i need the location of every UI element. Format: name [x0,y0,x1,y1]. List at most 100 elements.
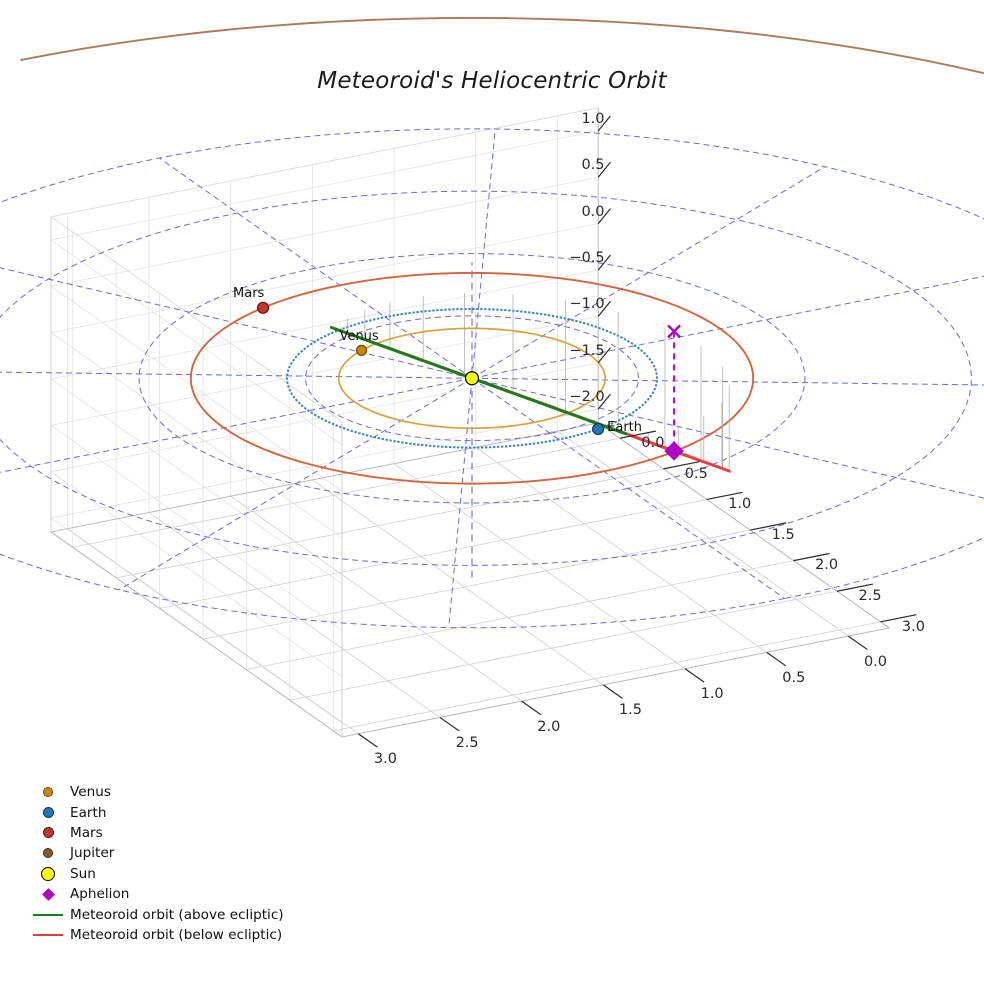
grid-line-bottom [202,529,751,640]
grid-line-bottom [72,437,621,548]
grid-line-left-pane [50,425,343,631]
legend-item-sun[interactable]: Sun [26,864,306,884]
polar-grid-spoke [159,157,473,379]
y-tick-mark [357,733,378,748]
legend-item-mars[interactable]: Mars [26,823,306,843]
earth-marker [592,422,605,436]
legend-item-earth[interactable]: Earth [26,802,306,822]
y-tick-label: 1.5 [618,702,642,719]
z-tick-label: −1.0 [569,296,605,313]
legend-marker-key [26,887,70,901]
legend-circle-marker-icon [41,866,55,881]
legend-label: Jupiter [70,845,115,862]
legend-marker-key [26,848,70,859]
x-tick-mark [663,461,700,470]
x-tick-label: 2.0 [815,557,839,574]
grid-line-bottom [159,499,707,609]
legend-label: Venus [70,784,111,801]
polar-grid-spoke [118,377,473,591]
grid-line-bottom [67,528,359,735]
legend-label: Meteoroid orbit (below ecliptic) [70,926,283,943]
legend-line-key [26,933,70,936]
z-tick-label: −0.5 [569,249,605,266]
x-tick-mark [793,552,830,562]
polar-grid-circle [0,128,984,629]
venus-label: Venus [339,329,379,345]
y-tick-label: 2.5 [455,734,479,751]
polar-grid-spoke [471,377,785,599]
x-tick-mark [880,614,917,623]
x-tick-label: 0.0 [641,435,665,452]
legend-line-swatch [33,933,63,936]
grid-line-bottom [393,463,686,669]
grid-line-right-pane [50,315,599,426]
legend-item-meteoroid-orbit-below-ecliptic[interactable]: Meteoroid orbit (below ecliptic) [26,925,306,945]
y-tick-mark [439,716,460,732]
x-tick-mark [750,522,787,531]
grid-line-bottom [333,621,881,732]
grid-line-left-pane [50,239,343,446]
venus-orbit [337,327,607,430]
page-title: Meteoroid's Heliocentric Orbit [317,68,667,94]
y-tick-label: 3.0 [373,751,397,768]
y-tick-mark [684,668,705,683]
grid-line-bottom [289,590,838,701]
legend: Venus Earth Mars Jupiter Sun Aphelion Meteoroi… [26,782,306,945]
legend-marker-key [26,866,70,881]
x-tick-mark [706,491,743,501]
grid-line-bottom [230,495,522,702]
polar-grid-spoke [448,378,473,628]
legend-line-swatch [33,913,63,916]
y-tick-label: 0.0 [863,653,887,670]
z-tick-mark [597,347,611,364]
grid-line-right-pane [50,176,599,287]
aphelion-projection-x-icon [667,324,681,339]
x-tick-mark [836,583,874,592]
z-tick-mark [597,208,611,225]
grid-line-left-pane [50,332,343,538]
grid-line-left-pane [50,517,343,724]
legend-circle-marker-icon [43,787,53,798]
polar-grid-spoke [471,377,984,499]
x-tick-label: 1.0 [728,496,752,513]
polar-grid-spoke [0,267,473,379]
polar-grid-spoke [471,166,826,379]
grid-line-left-pane [50,285,343,492]
y-tick-mark [766,651,787,667]
legend-item-aphelion[interactable]: Aphelion [26,884,306,904]
grid-line-left-pane [50,378,343,585]
z-tick-label: 0.5 [581,157,605,174]
legend-label: Sun [70,865,96,882]
legend-marker-key [26,787,70,798]
legend-line-key [26,913,70,916]
polar-grid-spoke [471,377,984,386]
z-tick-mark [597,254,611,271]
axis-box-top [49,107,599,423]
grid-line-bottom [116,468,664,579]
polar-grid-spoke [471,128,496,379]
polar-grid-spoke [0,377,473,473]
legend-circle-marker-icon [43,848,53,859]
y-tick-label: 2.0 [537,718,561,735]
legend-label: Mars [70,824,103,841]
legend-diamond-marker-icon [41,887,55,901]
legend-item-meteoroid-orbit-above-ecliptic[interactable]: Meteoroid orbit (above ecliptic) [26,904,306,924]
y-tick-label: 0.5 [782,669,806,686]
x-tick-label: 0.5 [684,465,708,482]
legend-label: Meteoroid orbit (above ecliptic) [70,906,284,923]
legend-label: Earth [70,804,107,821]
y-tick-label: 1.0 [700,686,724,703]
polar-grid-spoke [471,275,984,379]
legend-item-jupiter[interactable]: Jupiter [26,843,306,863]
x-tick-mark [619,430,656,439]
z-tick-mark [597,161,611,178]
z-tick-label: 0.0 [581,203,605,220]
venus-marker [355,344,368,356]
y-tick-mark [847,635,868,651]
x-tick-label: 2.5 [858,588,882,605]
legend-item-venus[interactable]: Venus [26,782,306,802]
polar-grid-circle [0,190,972,566]
grid-line-bottom [148,512,441,718]
axis-box-bottom [49,422,891,738]
